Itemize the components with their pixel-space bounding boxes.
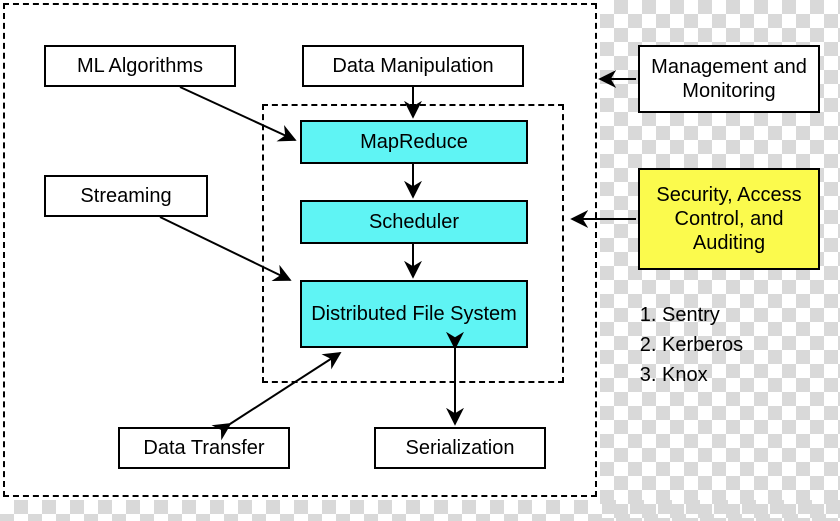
node-label: Security, Access Control, and Auditing: [646, 183, 812, 255]
node-label: Data Transfer: [143, 436, 264, 460]
list-item: Sentry: [662, 300, 743, 330]
node-label: ML Algorithms: [77, 54, 203, 78]
node-ml-algorithms: ML Algorithms: [44, 45, 236, 87]
node-label: Distributed File System: [311, 302, 517, 326]
node-streaming: Streaming: [44, 175, 208, 217]
node-label: Data Manipulation: [332, 54, 493, 78]
node-data-transfer: Data Transfer: [118, 427, 290, 469]
diagram-canvas: ML Algorithms Data Manipulation MapReduce S…: [0, 0, 840, 521]
node-serialization: Serialization: [374, 427, 546, 469]
node-label: Scheduler: [369, 210, 459, 234]
list-item: Kerberos: [662, 330, 743, 360]
node-mapreduce: MapReduce: [300, 120, 528, 164]
node-data-manipulation: Data Manipulation: [302, 45, 524, 87]
node-label: Management and Monitoring: [646, 55, 812, 103]
list-item: Knox: [662, 360, 743, 390]
checker-bg: [0, 500, 840, 521]
node-management: Management and Monitoring: [638, 45, 820, 113]
node-label: Streaming: [80, 184, 171, 208]
node-label: Serialization: [406, 436, 515, 460]
security-impl-list: SentryKerberosKnox: [638, 300, 743, 390]
node-dfs: Distributed File System: [300, 280, 528, 348]
node-scheduler: Scheduler: [300, 200, 528, 244]
node-security: Security, Access Control, and Auditing: [638, 168, 820, 270]
node-label: MapReduce: [360, 130, 468, 154]
